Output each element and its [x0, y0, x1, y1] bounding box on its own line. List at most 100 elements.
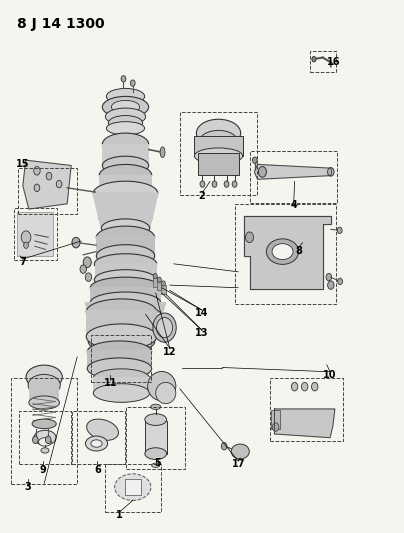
Ellipse shape — [89, 305, 162, 326]
Ellipse shape — [85, 436, 107, 451]
Circle shape — [72, 237, 80, 248]
Ellipse shape — [28, 374, 60, 395]
Polygon shape — [85, 303, 166, 316]
Ellipse shape — [96, 245, 155, 267]
Circle shape — [252, 157, 257, 164]
Polygon shape — [255, 165, 332, 179]
Bar — [102, 144, 149, 165]
Text: 13: 13 — [195, 328, 209, 338]
Circle shape — [291, 382, 298, 391]
Circle shape — [326, 273, 332, 281]
Polygon shape — [274, 409, 335, 438]
Circle shape — [328, 281, 334, 289]
Ellipse shape — [88, 316, 155, 336]
Bar — [153, 277, 158, 287]
Circle shape — [337, 227, 342, 233]
Bar — [95, 263, 156, 280]
Ellipse shape — [94, 254, 157, 274]
Ellipse shape — [90, 277, 161, 298]
Text: 6: 6 — [94, 465, 101, 474]
Circle shape — [130, 80, 135, 86]
Ellipse shape — [99, 208, 152, 229]
Ellipse shape — [90, 292, 161, 313]
Ellipse shape — [102, 133, 149, 156]
Circle shape — [161, 281, 165, 286]
Ellipse shape — [156, 318, 173, 338]
Ellipse shape — [112, 100, 140, 114]
Bar — [96, 236, 155, 256]
Circle shape — [85, 273, 92, 281]
Circle shape — [121, 76, 126, 82]
Ellipse shape — [105, 108, 145, 125]
Circle shape — [46, 172, 52, 180]
Ellipse shape — [272, 244, 293, 260]
Polygon shape — [93, 193, 158, 228]
Text: 17: 17 — [231, 459, 245, 469]
Ellipse shape — [108, 116, 143, 131]
Text: 3: 3 — [25, 482, 32, 492]
Bar — [271, 410, 280, 429]
Ellipse shape — [151, 404, 161, 409]
Ellipse shape — [93, 384, 149, 402]
Ellipse shape — [29, 396, 59, 409]
Text: 16: 16 — [327, 58, 341, 67]
Text: 8 J 14 1300: 8 J 14 1300 — [17, 17, 104, 30]
Circle shape — [200, 181, 205, 187]
Circle shape — [83, 257, 91, 268]
Text: 12: 12 — [163, 346, 177, 357]
Ellipse shape — [102, 96, 149, 118]
Circle shape — [272, 423, 279, 431]
Bar — [145, 421, 166, 454]
Text: 8: 8 — [295, 246, 302, 255]
Ellipse shape — [86, 324, 157, 350]
Text: 14: 14 — [195, 308, 209, 318]
Ellipse shape — [102, 156, 149, 175]
Ellipse shape — [106, 88, 145, 104]
Circle shape — [311, 382, 318, 391]
Circle shape — [80, 265, 86, 273]
Circle shape — [105, 352, 116, 366]
Polygon shape — [93, 193, 158, 220]
Bar — [17, 212, 53, 256]
Ellipse shape — [200, 131, 238, 153]
Bar — [125, 479, 141, 495]
Circle shape — [224, 181, 229, 187]
Circle shape — [232, 181, 237, 187]
Bar — [87, 351, 152, 368]
Circle shape — [157, 277, 161, 282]
Ellipse shape — [106, 122, 145, 135]
Ellipse shape — [231, 444, 249, 459]
Ellipse shape — [86, 419, 118, 440]
Ellipse shape — [101, 219, 149, 238]
Ellipse shape — [153, 313, 176, 342]
Text: 1: 1 — [116, 510, 123, 520]
Circle shape — [312, 56, 316, 62]
Ellipse shape — [194, 148, 243, 164]
Ellipse shape — [32, 419, 56, 429]
Bar — [98, 348, 144, 365]
Text: 10: 10 — [323, 370, 337, 380]
Ellipse shape — [86, 299, 157, 325]
Polygon shape — [23, 160, 71, 209]
Circle shape — [153, 273, 157, 279]
Ellipse shape — [41, 448, 49, 453]
Text: 11: 11 — [103, 378, 117, 389]
Text: 2: 2 — [199, 191, 205, 201]
Circle shape — [301, 382, 308, 391]
Ellipse shape — [145, 414, 166, 425]
Bar — [157, 281, 162, 290]
Bar — [86, 310, 157, 337]
Ellipse shape — [99, 182, 152, 204]
Circle shape — [259, 166, 266, 177]
Circle shape — [56, 180, 62, 188]
Ellipse shape — [93, 369, 149, 387]
Ellipse shape — [34, 430, 56, 445]
Ellipse shape — [38, 438, 51, 446]
Ellipse shape — [26, 365, 62, 389]
Bar — [93, 377, 149, 393]
Circle shape — [246, 232, 254, 243]
Ellipse shape — [152, 463, 160, 467]
Ellipse shape — [156, 382, 176, 403]
Bar — [29, 382, 59, 402]
Polygon shape — [244, 216, 331, 289]
